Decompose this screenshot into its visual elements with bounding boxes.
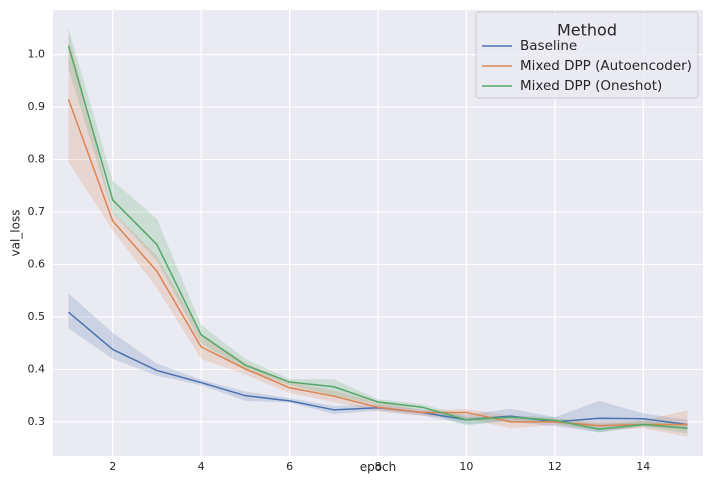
series-line-2 (67, 45, 688, 430)
legend-label-2: Mixed DPP (Oneshot) (520, 78, 662, 94)
x-axis-label: epoch (360, 460, 397, 474)
x-tick-labels: 2 4 6 8 10 12 14 (109, 460, 650, 473)
legend-box (475, 11, 699, 99)
y-tick-label: 0.4 (28, 362, 46, 375)
x-tick-label: 12 (548, 460, 562, 473)
x-tick-label: 8 (375, 460, 382, 473)
y-tick-label: 0.7 (28, 205, 46, 218)
y-tick-label: 0.3 (28, 415, 46, 428)
series-lines (67, 45, 688, 430)
y-tick-label: 0.5 (28, 310, 46, 323)
x-tick-label: 2 (109, 460, 116, 473)
y-tick-label: 0.8 (28, 153, 46, 166)
legend-label-0: Baseline (520, 38, 577, 54)
grid-lines (53, 10, 703, 456)
series-line-1 (67, 98, 688, 427)
y-tick-label: 0.9 (28, 100, 46, 113)
x-tick-label: 14 (636, 460, 650, 473)
y-axis-label: val_loss (9, 210, 23, 257)
y-tick-label: 1.0 (28, 48, 46, 61)
x-tick-label: 10 (459, 460, 473, 473)
x-tick-label: 4 (198, 460, 205, 473)
y-tick-labels: 0.3 0.4 0.5 0.6 0.7 0.8 0.9 1.0 (28, 48, 46, 428)
legend-label-1: Mixed DPP (Autoencoder) (520, 58, 692, 74)
x-tick-label: 6 (286, 460, 293, 473)
legend-title: Method (557, 21, 617, 40)
legend-entries: Baseline Mixed DPP (Autoencoder) Mixed DPP… (482, 38, 692, 94)
y-tick-label: 0.6 (28, 257, 46, 270)
legend: Method Baseline Mixed DPP (Autoencoder) Mi… (475, 11, 699, 99)
